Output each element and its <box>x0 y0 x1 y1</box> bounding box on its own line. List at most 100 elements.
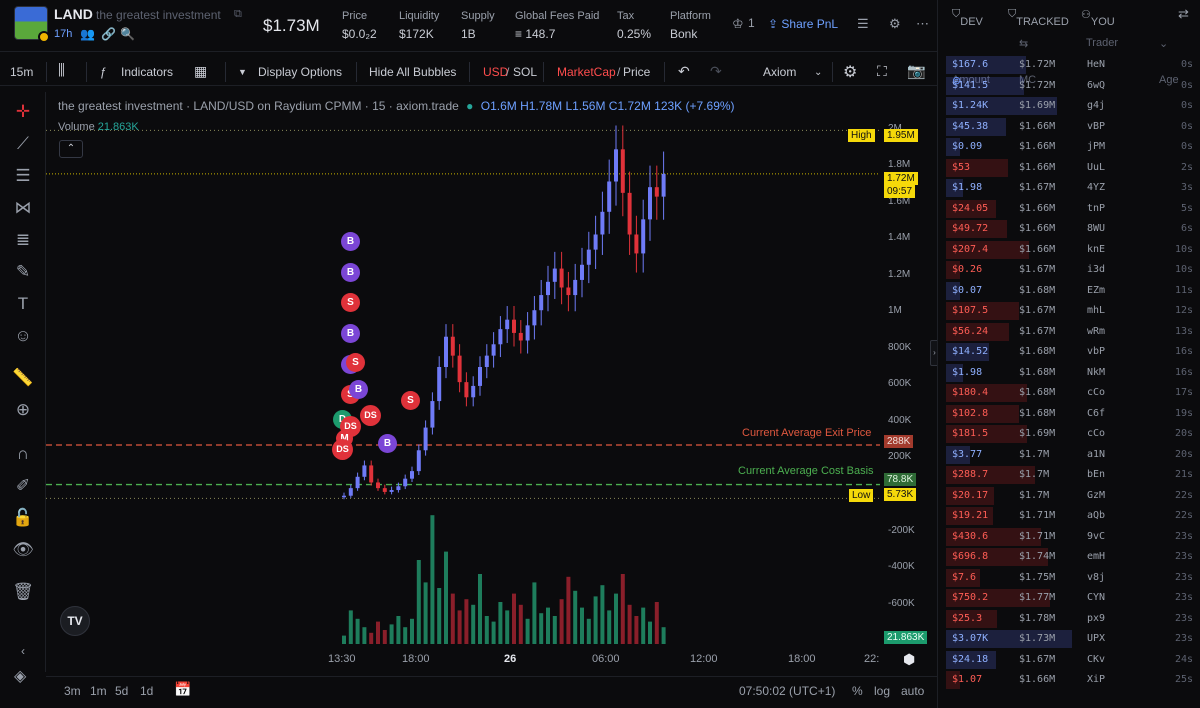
display-options-button[interactable]: Display Options <box>258 65 343 79</box>
indicators-icon[interactable]: ƒ <box>100 65 107 79</box>
trade-row[interactable]: $3.77 $1.7M a1N 20s <box>939 445 1200 465</box>
trade-row[interactable]: $14.52 $1.68M vbP 16s <box>939 342 1200 362</box>
usd-toggle[interactable]: USD <box>483 65 509 79</box>
chevron-down-icon[interactable]: ⌄ <box>814 67 823 78</box>
log-toggle[interactable]: log <box>874 684 891 698</box>
hide-bubbles-button[interactable]: Hide All Bubbles <box>369 65 457 79</box>
link-icon[interactable]: 🔗 <box>101 27 116 41</box>
trade-row[interactable]: $1.98 $1.68M NkM 16s <box>939 363 1200 383</box>
emoji-icon[interactable]: ☺ <box>14 326 32 345</box>
brush-icon[interactable]: ✎ <box>15 262 31 281</box>
pattern-icon[interactable]: ⋈ <box>14 198 32 217</box>
trade-row[interactable]: $102.8 $1.68M C6f 19s <box>939 404 1200 424</box>
share-pnl-button[interactable]: ⇪ Share PnL <box>768 17 839 31</box>
tab-you[interactable]: ⚇ YOU <box>1081 9 1115 28</box>
fullscreen-icon[interactable]: ⛶ <box>877 63 887 79</box>
zoom-in-icon[interactable]: ⊕ <box>15 400 31 419</box>
trade-row[interactable]: $0.07 $1.68M EZm 11s <box>939 281 1200 301</box>
copy-icon[interactable]: ⧉ <box>234 8 242 20</box>
crosshair-icon[interactable]: ✛ <box>15 102 31 121</box>
trade-row[interactable]: $20.17 $1.7M GzM 22s <box>939 486 1200 506</box>
indicators-button[interactable]: Indicators <box>121 65 174 79</box>
tab-tracked[interactable]: ⛉ TRACKED <box>1008 8 1069 28</box>
chart-settings-icon[interactable]: ⚙ <box>843 64 858 81</box>
range-1m[interactable]: 1m <box>90 684 107 698</box>
trade-row[interactable]: $288.7 $1.7M bEn 21s <box>939 465 1200 485</box>
redo-icon[interactable]: ↷ <box>710 63 722 79</box>
camera-icon[interactable]: 📷 <box>907 63 926 80</box>
trade-row[interactable]: $207.4 $1.66M knE 10s <box>939 240 1200 260</box>
marketcap-toggle[interactable]: MarketCap <box>557 65 616 79</box>
price-chart[interactable] <box>46 92 880 648</box>
range-3m[interactable]: 3m <box>64 684 81 698</box>
date-range-icon[interactable]: 📅 <box>174 681 192 697</box>
trade-row[interactable]: $0.26 $1.67M i3d 10s <box>939 260 1200 280</box>
time-axis[interactable]: 13:30 18:00 26 06:00 12:00 18:00 22: ⬢ <box>328 651 916 667</box>
sol-toggle[interactable]: SOL <box>513 65 538 79</box>
trade-row[interactable]: $53 $1.66M UuL 2s <box>939 158 1200 178</box>
watchlist-icon[interactable]: ♔ <box>732 16 744 31</box>
trade-row[interactable]: $49.72 $1.66M 8WU 6s <box>939 219 1200 239</box>
col-trader[interactable]: Trader <box>1086 37 1118 49</box>
trade-row[interactable]: $750.2 $1.77M CYN 23s <box>939 588 1200 608</box>
magnet-icon[interactable]: ∩ <box>16 444 30 463</box>
trade-row[interactable]: $1.98 $1.67M 4YZ 3s <box>939 178 1200 198</box>
search-icon[interactable]: 🔍 <box>120 27 135 41</box>
buy-bubble[interactable]: B <box>378 434 397 453</box>
trade-row[interactable]: $180.4 $1.68M cCo 17s <box>939 383 1200 403</box>
ruler-icon[interactable]: 📏 <box>12 368 34 387</box>
eye-icon[interactable]: 👁 <box>12 540 34 559</box>
collapse-legend-button[interactable]: ⌃ <box>59 140 83 158</box>
tab-dev[interactable]: ⛉ DEV <box>952 8 983 28</box>
undo-icon[interactable]: ↶ <box>678 63 690 79</box>
buy-bubble[interactable]: B <box>349 380 368 399</box>
trade-row[interactable]: $56.24 $1.67M wRm 13s <box>939 322 1200 342</box>
trade-row[interactable]: $141.5 $1.72M 6wQ 0s <box>939 76 1200 96</box>
trade-row[interactable]: $25.3 $1.78M px9 23s <box>939 609 1200 629</box>
trade-row[interactable]: $696.8 $1.74M emH 23s <box>939 547 1200 567</box>
candle-type-icon[interactable]: ⫼ <box>58 62 65 79</box>
col-mc[interactable]: MC ⇆ <box>1019 38 1037 86</box>
buy-bubble[interactable]: B <box>341 232 360 251</box>
dev-sell-bubble[interactable]: DS <box>332 439 353 460</box>
col-age[interactable]: Age ⌄ <box>1159 38 1179 86</box>
sell-bubble[interactable]: S <box>401 391 420 410</box>
price-toggle[interactable]: Price <box>623 65 651 79</box>
trade-row[interactable]: $1.24K $1.69M g4j 0s <box>939 96 1200 116</box>
gear-icon[interactable]: ⚙ <box>889 16 901 31</box>
trend-line-icon[interactable]: ⟋ <box>17 134 29 153</box>
horizontal-lines-icon[interactable]: ☰ <box>15 166 31 185</box>
more-icon[interactable]: ⋯ <box>916 16 929 31</box>
trade-row[interactable]: $167.6 $1.72M HeN 0s <box>939 55 1200 75</box>
trash-icon[interactable]: 🗑 <box>12 582 34 601</box>
trade-row[interactable]: $45.38 $1.66M vBP 0s <box>939 117 1200 137</box>
trade-row[interactable]: $0.09 $1.66M jPM 0s <box>939 137 1200 157</box>
interval-button[interactable]: 15m <box>10 65 34 79</box>
trade-row[interactable]: $107.5 $1.67M mhL 12s <box>939 301 1200 321</box>
sell-bubble[interactable]: S <box>346 353 365 372</box>
percent-toggle[interactable]: % <box>852 684 863 698</box>
trade-row[interactable]: $1.07 $1.66M XiP 25s <box>939 670 1200 690</box>
range-5d[interactable]: 5d <box>115 684 129 698</box>
trade-row[interactable]: $3.07K $1.73M UPX 23s <box>939 629 1200 649</box>
trade-row[interactable]: $24.18 $1.67M CKv 24s <box>939 650 1200 670</box>
trade-row[interactable]: $19.21 $1.71M aQb 22s <box>939 506 1200 526</box>
buy-bubble[interactable]: B <box>341 263 360 282</box>
clock-readout[interactable]: 07:50:02 (UTC+1) <box>739 684 836 698</box>
range-1d[interactable]: 1d <box>140 684 154 698</box>
community-icon[interactable]: 👥 <box>80 27 95 41</box>
layers-icon[interactable]: ◈ <box>14 668 27 685</box>
layout-icon[interactable]: ▦ <box>194 63 208 79</box>
list-icon[interactable]: ☰ <box>857 16 869 31</box>
sell-bubble[interactable]: S <box>341 293 360 312</box>
axis-settings-icon[interactable]: ⬢ <box>903 651 916 667</box>
price-axis[interactable]: 2M 1.8M 1.6M 1.4M 1.2M 1M 800K 600K 400K… <box>880 92 930 648</box>
trade-row[interactable]: $24.05 $1.66M tnP 5s <box>939 199 1200 219</box>
auto-toggle[interactable]: auto <box>901 684 925 698</box>
swap-icon[interactable]: ⇄ <box>1178 6 1189 21</box>
fib-icon[interactable]: ≣ <box>15 230 31 249</box>
lock-icon[interactable]: 🔓 <box>12 508 34 527</box>
theme-select[interactable]: Axiom <box>763 65 797 79</box>
lock-drawing-icon[interactable]: ✐ <box>15 476 31 495</box>
buy-bubble[interactable]: B <box>341 324 360 343</box>
